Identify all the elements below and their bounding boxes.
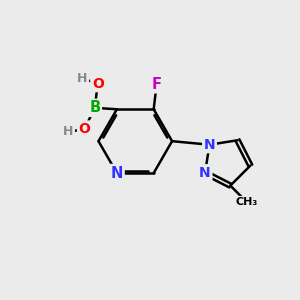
Text: O: O [79, 122, 90, 136]
Text: F: F [152, 77, 162, 92]
Text: N: N [199, 166, 211, 180]
Text: H: H [77, 72, 88, 85]
Text: O: O [92, 77, 104, 91]
Text: H: H [63, 125, 74, 139]
Text: B: B [89, 100, 100, 115]
Text: N: N [111, 166, 123, 181]
Text: CH₃: CH₃ [236, 197, 258, 207]
Text: N: N [204, 138, 215, 152]
